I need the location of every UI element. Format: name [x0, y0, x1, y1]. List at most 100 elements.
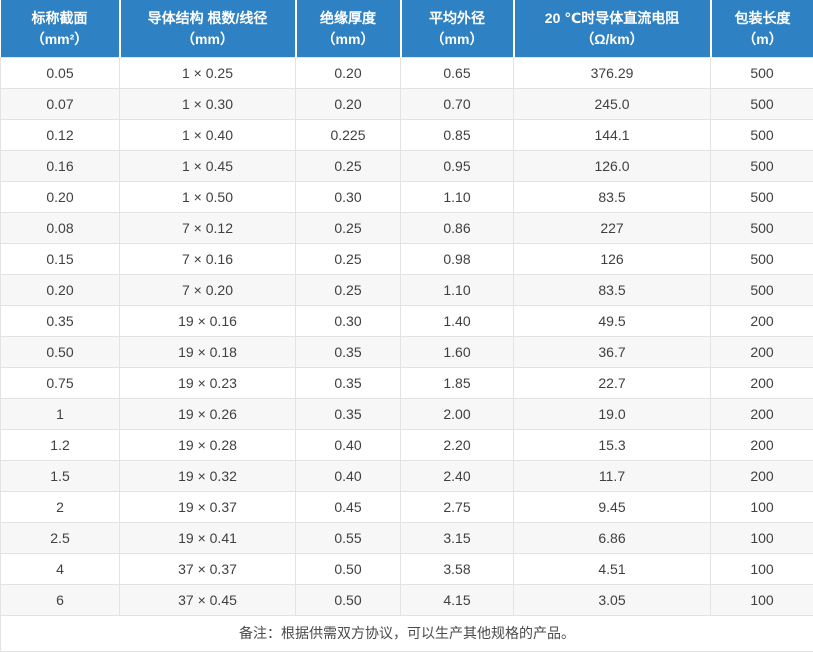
table-row: 0.12 1 × 0.40 0.225 0.85 144.1 500 [0, 118, 813, 151]
table-cell: 1 × 0.30 [119, 87, 296, 120]
table-cell: 3.05 [513, 583, 711, 616]
table-cell: 0.25 [295, 149, 401, 182]
table-row: 2.5 19 × 0.41 0.55 3.15 6.86 100 [0, 521, 813, 554]
table-header: 标称截面 （mm²） 导体结构 根数/线径 （mm） 绝缘厚度 （mm） 平均外径 （mm） 2… [0, 0, 813, 57]
table-cell: 200 [710, 397, 813, 430]
table-cell: 0.20 [295, 87, 401, 120]
note-row: 备注：根据供需双方协议，可以生产其他规格的产品。 [0, 615, 813, 652]
table-cell: 49.5 [513, 304, 711, 337]
table-cell: 0.25 [295, 273, 401, 306]
table-cell: 11.7 [513, 459, 711, 492]
table-cell: 6.86 [513, 521, 711, 554]
column-unit: （mm） [181, 30, 234, 47]
table-row: 0.75 19 × 0.23 0.35 1.85 22.7 200 [0, 366, 813, 399]
table-cell: 2.20 [400, 428, 514, 461]
table-cell: 1.60 [400, 335, 514, 368]
table-cell: 0.40 [295, 459, 401, 492]
table-row: 6 37 × 0.45 0.50 4.15 3.05 100 [0, 583, 813, 616]
table-row: 2 19 × 0.37 0.45 2.75 9.45 100 [0, 490, 813, 523]
table-cell: 19 × 0.37 [119, 490, 296, 523]
table-cell: 3.58 [400, 552, 514, 585]
table-cell: 0.50 [0, 335, 120, 368]
table-row: 0.07 1 × 0.30 0.20 0.70 245.0 500 [0, 87, 813, 120]
table-cell: 500 [710, 56, 813, 89]
table-cell: 1.85 [400, 366, 514, 399]
column-unit: （mm） [321, 30, 375, 47]
column-title: 平均外径 [429, 9, 485, 26]
table-cell: 200 [710, 335, 813, 368]
table-cell: 4 [0, 552, 120, 585]
table-cell: 200 [710, 459, 813, 492]
table-cell: 4.15 [400, 583, 514, 616]
table-cell: 1 × 0.25 [119, 56, 296, 89]
table-cell: 500 [710, 180, 813, 213]
table-note: 备注：根据供需双方协议，可以生产其他规格的产品。 [0, 615, 813, 652]
column-title: 20 ℃时导体直流电阻 [544, 9, 680, 26]
table-row: 1 19 × 0.26 0.35 2.00 19.0 200 [0, 397, 813, 430]
table-cell: 0.95 [400, 149, 514, 182]
column-title: 标称截面 [31, 9, 88, 26]
table-cell: 100 [710, 552, 813, 585]
table-cell: 9.45 [513, 490, 711, 523]
table-cell: 0.35 [0, 304, 120, 337]
table-cell: 0.50 [295, 552, 401, 585]
table-cell: 0.30 [295, 180, 401, 213]
table-cell: 0.05 [0, 56, 120, 89]
table-cell: 0.86 [400, 211, 514, 244]
table-cell: 500 [710, 273, 813, 306]
table-cell: 100 [710, 583, 813, 616]
table-cell: 19 × 0.18 [119, 335, 296, 368]
table-cell: 0.07 [0, 87, 120, 120]
table-cell: 19 × 0.23 [119, 366, 296, 399]
column-header-0: 标称截面 （mm²） [0, 0, 121, 57]
table-cell: 37 × 0.37 [119, 552, 296, 585]
column-unit: （Ω/km） [580, 30, 644, 47]
table-cell: 0.20 [0, 273, 120, 306]
column-unit: （mm） [430, 30, 484, 47]
table-row: 1.2 19 × 0.28 0.40 2.20 15.3 200 [0, 428, 813, 461]
table-cell: 2.00 [400, 397, 514, 430]
table-cell: 1.2 [0, 428, 120, 461]
table-cell: 0.70 [400, 87, 514, 120]
column-unit: （mm²） [30, 30, 89, 47]
column-header-1: 导体结构 根数/线径 （mm） [119, 0, 297, 57]
column-title: 绝缘厚度 [320, 9, 376, 26]
table-cell: 1 [0, 397, 120, 430]
table-cell: 1 × 0.40 [119, 118, 296, 151]
table-cell: 15.3 [513, 428, 711, 461]
table-row: 0.05 1 × 0.25 0.20 0.65 376.29 500 [0, 56, 813, 89]
column-header-2: 绝缘厚度 （mm） [295, 0, 402, 57]
table-cell: 0.65 [400, 56, 514, 89]
table-cell: 0.20 [0, 180, 120, 213]
table-cell: 1.10 [400, 180, 514, 213]
table-cell: 0.75 [0, 366, 120, 399]
table-cell: 7 × 0.16 [119, 242, 296, 275]
table-cell: 200 [710, 304, 813, 337]
table-cell: 0.35 [295, 397, 401, 430]
table-cell: 200 [710, 428, 813, 461]
column-title: 包装长度 [734, 9, 791, 26]
table-cell: 6 [0, 583, 120, 616]
table-footer: 备注：根据供需双方协议，可以生产其他规格的产品。 [0, 615, 813, 652]
table-row: 0.15 7 × 0.16 0.25 0.98 126 500 [0, 242, 813, 275]
table-cell: 19 × 0.28 [119, 428, 296, 461]
table-cell: 0.225 [295, 118, 401, 151]
table-cell: 0.25 [295, 242, 401, 275]
table-cell: 0.08 [0, 211, 120, 244]
table-cell: 0.15 [0, 242, 120, 275]
column-title: 导体结构 根数/线径 [147, 9, 268, 26]
table-cell: 100 [710, 490, 813, 523]
table-cell: 500 [710, 211, 813, 244]
table-cell: 2.40 [400, 459, 514, 492]
table-cell: 7 × 0.12 [119, 211, 296, 244]
table-cell: 227 [513, 211, 711, 244]
table-cell: 500 [710, 118, 813, 151]
table-cell: 500 [710, 87, 813, 120]
table-cell: 2.5 [0, 521, 120, 554]
table-row: 0.20 7 × 0.20 0.25 1.10 83.5 500 [0, 273, 813, 306]
table-cell: 1 × 0.50 [119, 180, 296, 213]
table-cell: 2 [0, 490, 120, 523]
column-header-4: 20 ℃时导体直流电阻 （Ω/km） [513, 0, 712, 57]
table-cell: 19 × 0.16 [119, 304, 296, 337]
